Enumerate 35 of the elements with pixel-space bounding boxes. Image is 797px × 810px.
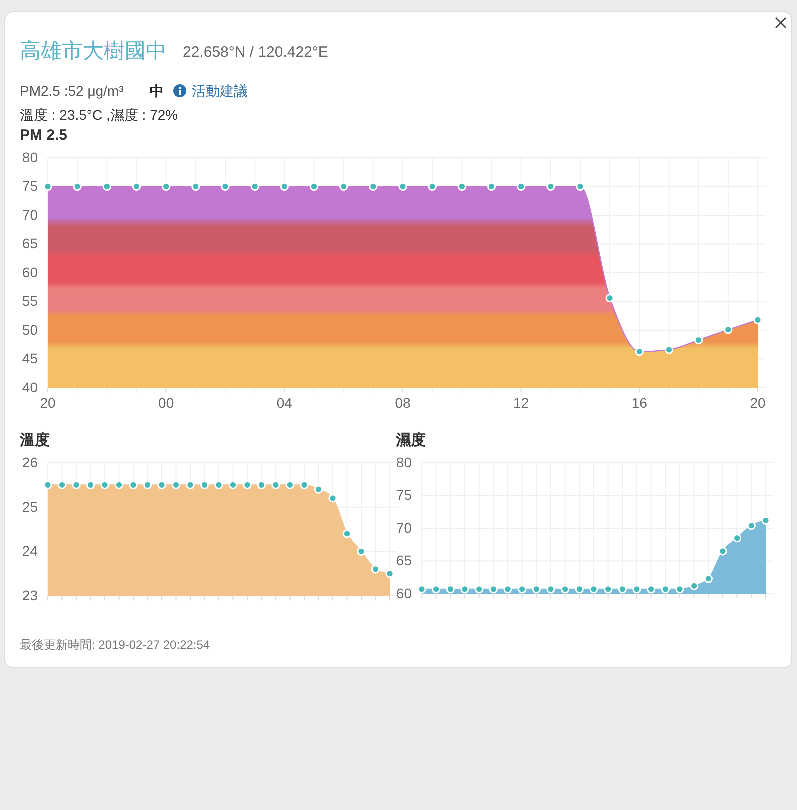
y-tick-label: 75 bbox=[396, 487, 412, 504]
y-tick-label: 65 bbox=[22, 236, 38, 252]
x-tick-label: 00 bbox=[158, 394, 174, 411]
text: PM2.5 :52 μg/m³ bbox=[20, 83, 124, 99]
y-tick-label: 50 bbox=[22, 322, 38, 338]
y-tick-label: 70 bbox=[22, 206, 38, 223]
text: 22.658°N / 120.422°E bbox=[183, 44, 328, 61]
y-tick-label: 45 bbox=[22, 350, 38, 367]
x-tick-label: 16 bbox=[632, 394, 648, 411]
text: 最後更新時間: 2019-02-27 20:22:54 bbox=[20, 638, 210, 652]
y-tick-label: 70 bbox=[396, 520, 412, 536]
x-tick-label: 12 bbox=[514, 394, 530, 411]
x-tick-label: 20 bbox=[40, 394, 56, 411]
y-tick-label: 26 bbox=[22, 454, 38, 470]
chart-title: 濕度 bbox=[395, 431, 426, 449]
chart-title: PM 2.5 bbox=[20, 127, 68, 144]
y-tick-label: 25 bbox=[22, 498, 38, 515]
text: 中 bbox=[150, 83, 164, 99]
y-tick-label: 55 bbox=[22, 293, 38, 310]
y-tick-label: 60 bbox=[22, 264, 38, 280]
y-tick-label: 80 bbox=[22, 149, 38, 166]
y-tick-label: 80 bbox=[396, 454, 412, 470]
y-tick-label: 23 bbox=[22, 587, 38, 604]
text: 活動建議 bbox=[192, 83, 248, 99]
y-tick-label: 40 bbox=[22, 379, 38, 396]
y-tick-label: 24 bbox=[22, 543, 38, 560]
x-tick-label: 20 bbox=[750, 394, 766, 411]
chart-title: 溫度 bbox=[19, 431, 50, 449]
y-tick-label: 75 bbox=[22, 178, 38, 194]
text: 高雄市大樹國中 bbox=[20, 40, 167, 63]
text: 溫度 : 23.5°C ,濕度 : 72% bbox=[20, 107, 178, 123]
y-tick-label: 60 bbox=[396, 585, 412, 602]
x-tick-label: 04 bbox=[276, 394, 293, 411]
y-tick-label: 65 bbox=[396, 552, 412, 569]
x-tick-label: 08 bbox=[395, 394, 411, 411]
